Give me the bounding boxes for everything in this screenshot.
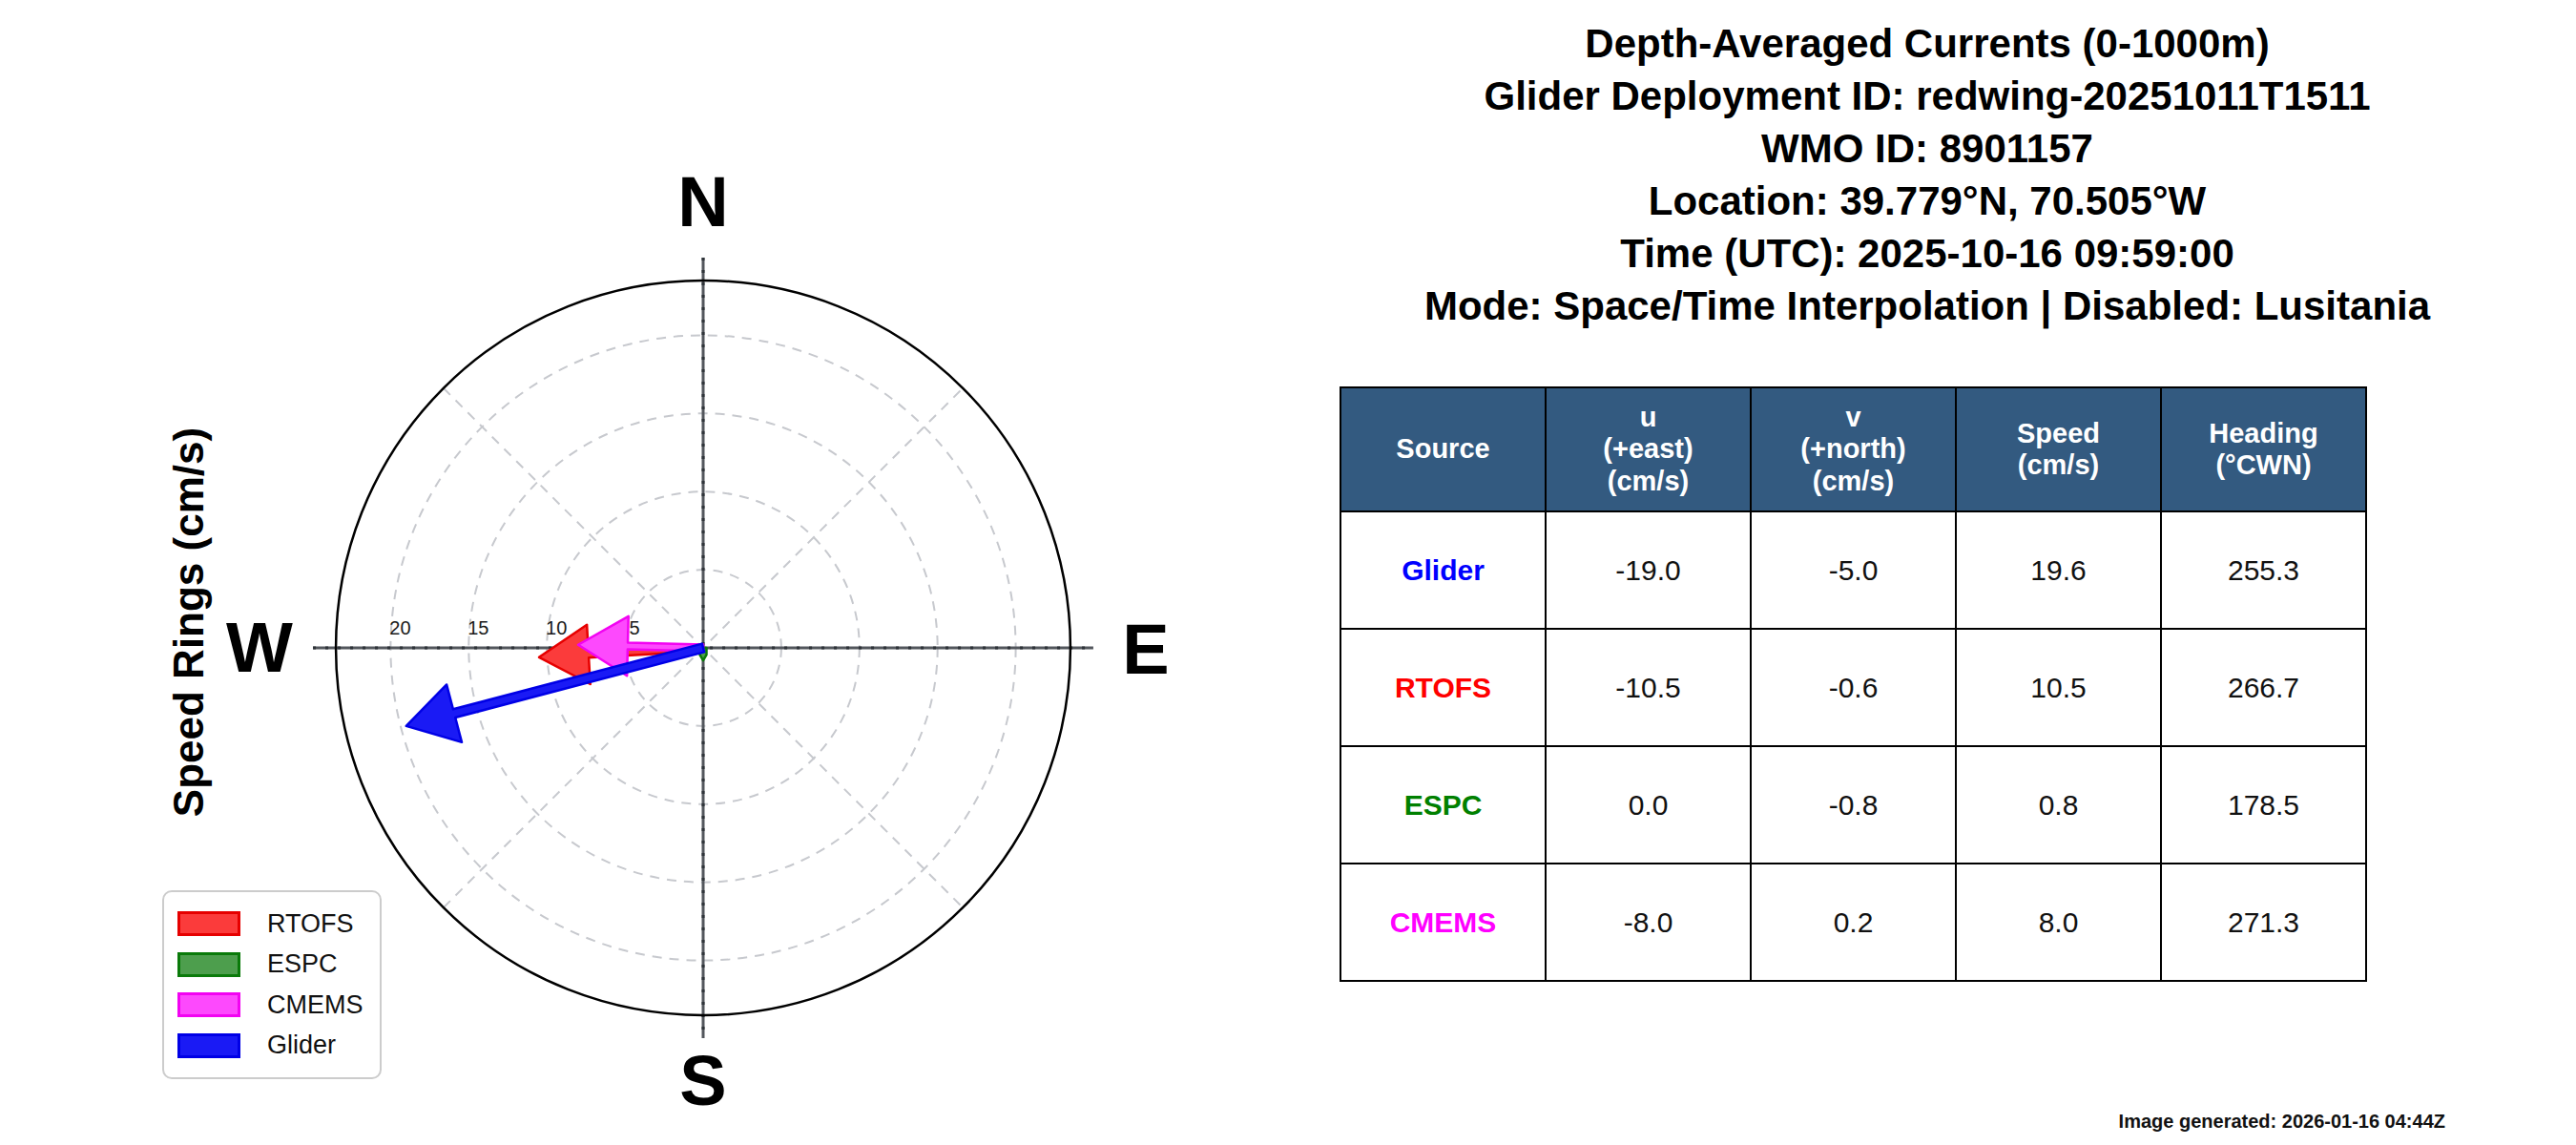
ring-tick-10: 10 xyxy=(546,618,567,637)
plot-title: Depth-Averaged Currents (0-1000m) xyxy=(1309,17,2545,70)
legend-label-cmems: CMEMS xyxy=(267,990,364,1020)
time-line: Time (UTC): 2025-10-16 09:59:00 xyxy=(1309,227,2545,280)
espc-v-cell: -0.8 xyxy=(1751,746,1956,864)
espc-u-cell: 0.0 xyxy=(1546,746,1751,864)
legend-label-glider: Glider xyxy=(267,1030,336,1060)
title-block: Depth-Averaged Currents (0-1000m) Glider… xyxy=(1309,17,2545,332)
location-line: Location: 39.779°N, 70.505°W xyxy=(1309,175,2545,227)
espc-speed-cell: 0.8 xyxy=(1956,746,2161,864)
rtofs-heading-cell: 266.7 xyxy=(2161,629,2366,746)
rtofs-speed-cell: 10.5 xyxy=(1956,629,2161,746)
compass-north-label: N xyxy=(677,167,728,238)
glider-swatch-icon xyxy=(177,1033,240,1058)
speed-rings-axis-label: Speed Rings (cm/s) xyxy=(165,427,213,817)
deployment-id-line: Glider Deployment ID: redwing-20251011T1… xyxy=(1309,70,2545,122)
cmems-swatch-icon xyxy=(177,992,240,1017)
espc-source-cell: ESPC xyxy=(1340,746,1546,864)
rtofs-swatch-icon xyxy=(177,911,240,936)
ring-tick-15: 15 xyxy=(467,618,488,637)
ring-tick-5: 5 xyxy=(630,618,640,637)
table-header-row: Source u (+east) (cm/s) v (+north) (cm/s… xyxy=(1340,387,2366,511)
legend-item-espc: ESPC xyxy=(177,949,366,979)
header-u: u (+east) (cm/s) xyxy=(1546,387,1751,511)
compass-west-label: W xyxy=(226,613,293,683)
compass-east-label: E xyxy=(1122,614,1169,685)
cmems-speed-cell: 8.0 xyxy=(1956,864,2161,981)
mode-disabled-line: Mode: Space/Time Interpolation | Disable… xyxy=(1309,280,2545,332)
cmems-source-cell: CMEMS xyxy=(1340,864,1546,981)
image-generated-timestamp: Image generated: 2026-01-16 04:44Z xyxy=(2119,1111,2445,1133)
header-v: v (+north) (cm/s) xyxy=(1751,387,1956,511)
compass-south-label: S xyxy=(679,1046,726,1116)
table-row-espc: ESPC 0.0 -0.8 0.8 178.5 xyxy=(1340,746,2366,864)
header-speed: Speed (cm/s) xyxy=(1956,387,2161,511)
legend-item-glider: Glider xyxy=(177,1030,366,1060)
glider-speed-cell: 19.6 xyxy=(1956,511,2161,629)
glider-source-cell: Glider xyxy=(1340,511,1546,629)
cmems-v-cell: 0.2 xyxy=(1751,864,1956,981)
glider-v-cell: -5.0 xyxy=(1751,511,1956,629)
cmems-heading-cell: 271.3 xyxy=(2161,864,2366,981)
glider-heading-cell: 255.3 xyxy=(2161,511,2366,629)
legend-item-rtofs: RTOFS xyxy=(177,909,366,939)
legend-label-rtofs: RTOFS xyxy=(267,909,354,939)
rtofs-source-cell: RTOFS xyxy=(1340,629,1546,746)
wmo-id-line: WMO ID: 8901157 xyxy=(1309,122,2545,175)
espc-heading-cell: 178.5 xyxy=(2161,746,2366,864)
rtofs-u-cell: -10.5 xyxy=(1546,629,1751,746)
header-source: Source xyxy=(1340,387,1546,511)
table-row-rtofs: RTOFS -10.5 -0.6 10.5 266.7 xyxy=(1340,629,2366,746)
legend: RTOFS ESPC CMEMS Glider xyxy=(162,890,382,1079)
figure-canvas: N E S W Speed Rings (cm/s) 20 15 10 5 RT… xyxy=(0,0,2576,1145)
ring-tick-20: 20 xyxy=(389,618,410,637)
cmems-u-cell: -8.0 xyxy=(1546,864,1751,981)
rtofs-v-cell: -0.6 xyxy=(1751,629,1956,746)
legend-label-espc: ESPC xyxy=(267,949,338,979)
table-row-glider: Glider -19.0 -5.0 19.6 255.3 xyxy=(1340,511,2366,629)
table-row-cmems: CMEMS -8.0 0.2 8.0 271.3 xyxy=(1340,864,2366,981)
espc-swatch-icon xyxy=(177,952,240,977)
currents-table: Source u (+east) (cm/s) v (+north) (cm/s… xyxy=(1340,386,2367,982)
glider-u-cell: -19.0 xyxy=(1546,511,1751,629)
legend-item-cmems: CMEMS xyxy=(177,990,366,1020)
header-heading: Heading (°CWN) xyxy=(2161,387,2366,511)
